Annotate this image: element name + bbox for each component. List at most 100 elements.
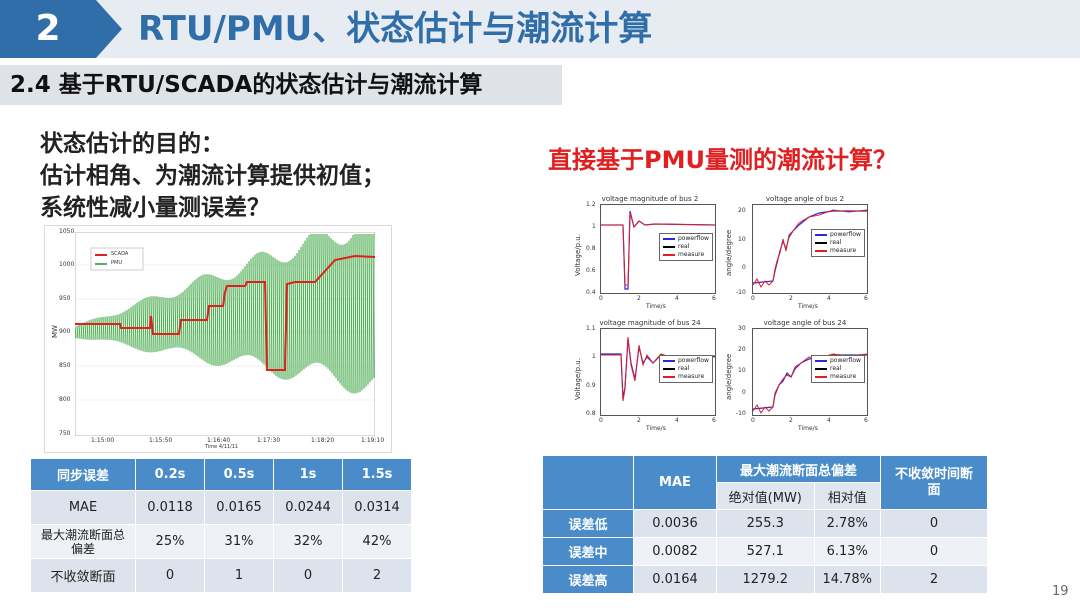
table-cell: 0 xyxy=(880,537,988,566)
y-tick: 1 xyxy=(592,353,596,360)
table-cell: 31% xyxy=(204,524,274,559)
legend-label: powerflow xyxy=(830,231,861,238)
plot-legend: powerflow real measure xyxy=(659,233,713,261)
y-tick: 1.2 xyxy=(586,201,596,208)
section-number-badge: 2 xyxy=(0,0,122,58)
sync-error-table: 同步误差 0.2s 0.5s 1s 1.5s MAE 0.0118 0.0165… xyxy=(30,458,412,593)
plot-bus2-angle: powerflow real measure xyxy=(752,204,868,294)
table-cell: 255.3 xyxy=(716,509,815,538)
plot-title: voltage magnitude of bus 2 xyxy=(601,195,699,203)
table-cell: 1279.2 xyxy=(716,565,815,594)
row-label: 误差高 xyxy=(542,565,634,594)
x-axis-label: Time/s xyxy=(646,425,666,432)
table-header-cell: 最大潮流断面总偏差 xyxy=(716,455,881,483)
plot-bus24-magnitude: powerflow real measure xyxy=(600,328,716,416)
table-row: 误差低 0.0036 255.3 2.78% 0 xyxy=(542,509,988,538)
y-tick: 0.9 xyxy=(586,382,596,389)
legend-label: powerflow xyxy=(678,357,709,364)
x-tick: 2 xyxy=(789,295,793,302)
table-header-cell: 1s xyxy=(273,458,343,491)
table-row: 误差中 0.0082 527.1 6.13% 0 xyxy=(542,537,988,566)
y-tick: 0.8 xyxy=(586,245,596,252)
x-tick: 2 xyxy=(637,417,641,424)
legend-label: measure xyxy=(678,373,705,380)
scada-legend xyxy=(90,247,144,271)
x-tick: 1:15:00 xyxy=(91,437,115,444)
page-number: 19 xyxy=(1052,584,1069,599)
table-subheader-cell: 绝对值(MW) xyxy=(716,482,815,510)
y-axis-label: MW xyxy=(51,325,59,338)
pmu-oscillation xyxy=(75,233,375,394)
table-header-cell: 0.5s xyxy=(204,458,274,491)
y-tick: 850 xyxy=(59,362,71,369)
table-cell: 2.78% xyxy=(813,509,882,538)
x-tick: 1:18:20 xyxy=(311,437,335,444)
table-cell: 0 xyxy=(273,558,343,593)
y-tick: 1.1 xyxy=(586,325,596,332)
y-tick: 800 xyxy=(59,396,71,403)
x-tick: 0 xyxy=(599,417,603,424)
y-tick: 0.4 xyxy=(586,289,596,296)
x-tick: 1:17:30 xyxy=(257,437,281,444)
legend-label: powerflow xyxy=(678,235,709,242)
table-header-blank xyxy=(542,455,634,510)
table-cell: 0.0036 xyxy=(633,509,717,538)
y-tick: 10 xyxy=(738,236,746,243)
table-cell: 2 xyxy=(342,558,412,593)
x-tick: 4 xyxy=(675,417,679,424)
table-row: 误差高 0.0164 1279.2 14.78% 2 xyxy=(542,565,988,594)
table-cell: 0.0118 xyxy=(135,490,205,525)
pmu-question: 直接基于PMU量测的潮流计算？ xyxy=(548,146,897,174)
plot-bus2-magnitude: powerflow real measure xyxy=(600,204,716,294)
header-band xyxy=(0,0,1080,58)
x-tick: 6 xyxy=(864,417,868,424)
table-cell: 25% xyxy=(135,524,205,559)
scada-plot-area xyxy=(75,232,375,436)
x-axis-label: Time 4/11/11 xyxy=(205,444,239,450)
plot-title: voltage angle of bus 2 xyxy=(765,195,845,203)
scada-pmu-plot: 1050 1000 950 900 850 800 750 MW SCADA P… xyxy=(44,225,392,453)
legend-label: measure xyxy=(830,247,857,254)
y-tick: 900 xyxy=(59,328,71,335)
table-cell: 42% xyxy=(342,524,412,559)
section-number: 2 xyxy=(35,8,61,49)
table-header-row: 同步误差 0.2s 0.5s 1s 1.5s xyxy=(30,458,412,491)
y-axis-label: angle/degree xyxy=(725,353,733,400)
y-axis-label: Voltage/p.u. xyxy=(574,358,582,400)
y-axis-label: Voltage/p.u. xyxy=(574,234,582,276)
row-label: 误差中 xyxy=(542,537,634,566)
x-tick: 6 xyxy=(712,417,716,424)
y-tick: 0 xyxy=(742,389,746,396)
y-tick: 0 xyxy=(742,264,746,271)
scada-line xyxy=(75,254,375,371)
y-tick: 1 xyxy=(592,223,596,230)
table-subheader-cell: 相对值 xyxy=(813,482,882,510)
x-tick: 0 xyxy=(599,295,603,302)
table-cell: 527.1 xyxy=(716,537,815,566)
x-tick: 1:19:10 xyxy=(361,437,385,444)
plot-bus2-magnitude-chart xyxy=(601,210,716,290)
row-label: 误差低 xyxy=(542,509,634,538)
purpose-text: 状态估计的目的： 估计相角、为潮流计算提供初值； 系统性减小量测误差？ xyxy=(40,128,385,224)
x-tick: 1:15:50 xyxy=(149,437,173,444)
plot-legend: powerflow real measure xyxy=(659,355,713,383)
table-cell: 6.13% xyxy=(813,537,882,566)
x-tick: 1:16:40 xyxy=(207,437,231,444)
x-tick: 6 xyxy=(864,295,868,302)
error-level-table: MAE 最大潮流断面总偏差 不收敛时间断面 绝对值(MW) 相对值 误差低 0.… xyxy=(542,455,988,594)
plot-title: voltage angle of bus 24 xyxy=(763,319,847,327)
y-tick: 0.6 xyxy=(586,267,596,274)
y-tick: 20 xyxy=(738,207,746,214)
plot-title: voltage magnitude of bus 24 xyxy=(599,319,701,327)
table-cell: 0 xyxy=(880,509,988,538)
table-header-cell: 同步误差 xyxy=(30,458,136,491)
x-tick: 0 xyxy=(751,295,755,302)
y-tick: 1050 xyxy=(59,228,75,235)
table-header-row: MAE 最大潮流断面总偏差 不收敛时间断面 xyxy=(542,455,988,510)
table-cell: 0.0082 xyxy=(633,537,717,566)
x-tick: 2 xyxy=(637,295,641,302)
y-tick: 0.8 xyxy=(586,410,596,417)
table-row: 最大潮流断面总偏差 25% 31% 32% 42% xyxy=(30,524,412,559)
x-tick: 0 xyxy=(751,417,755,424)
table-header-cell: 0.2s xyxy=(135,458,205,491)
